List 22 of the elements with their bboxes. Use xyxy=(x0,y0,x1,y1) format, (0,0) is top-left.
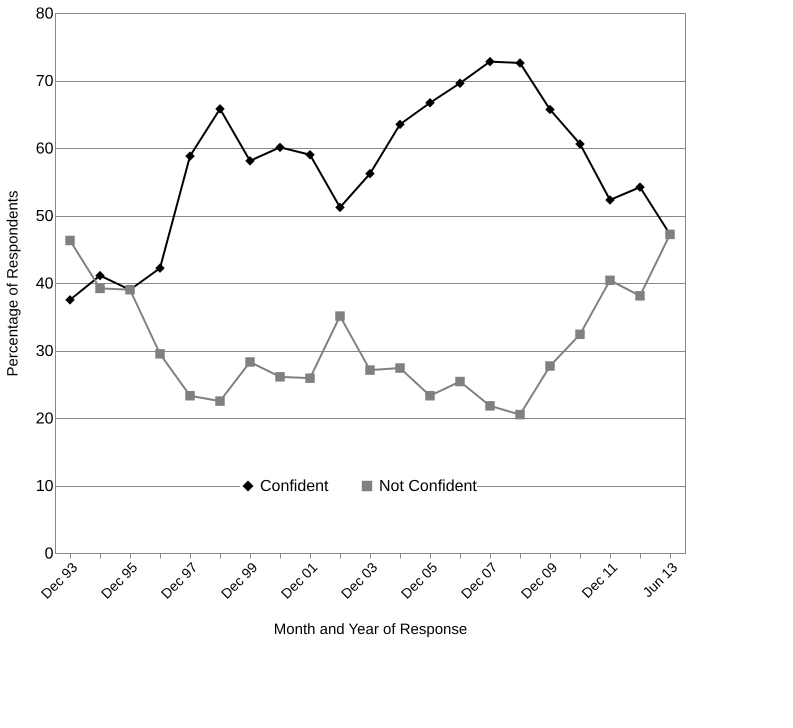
y-tick-label: 70 xyxy=(36,73,54,90)
x-tick-label: Dec 07 xyxy=(458,558,501,602)
y-tick-label: 10 xyxy=(36,478,54,495)
y-tick-label: 40 xyxy=(36,276,54,292)
x-tick-label: Dec 99 xyxy=(218,558,261,602)
y-tick-label: 80 xyxy=(36,6,54,22)
x-tick-label: Dec 09 xyxy=(518,558,561,602)
y-axis-title: Percentage of Respondents xyxy=(4,190,22,376)
x-tick-label: Dec 01 xyxy=(278,558,321,602)
x-tick-label: Dec 05 xyxy=(398,558,441,602)
x-tick-label: Jun 13 xyxy=(639,558,681,600)
x-tick-label: Dec 11 xyxy=(578,558,621,602)
y-tick-label: 60 xyxy=(36,140,54,158)
legend-label: Confident xyxy=(260,478,330,495)
y-tick-label: 30 xyxy=(36,343,54,360)
legend-label: Not Confident xyxy=(379,478,478,495)
y-tick-label: 20 xyxy=(36,410,54,428)
x-tick-label: Dec 97 xyxy=(158,558,201,602)
y-tick-label: 50 xyxy=(36,208,54,225)
x-axis-title: Month and Year of Response xyxy=(274,620,468,638)
x-tick-label: Dec 03 xyxy=(338,558,381,602)
x-tick-label: Dec 95 xyxy=(98,558,141,602)
